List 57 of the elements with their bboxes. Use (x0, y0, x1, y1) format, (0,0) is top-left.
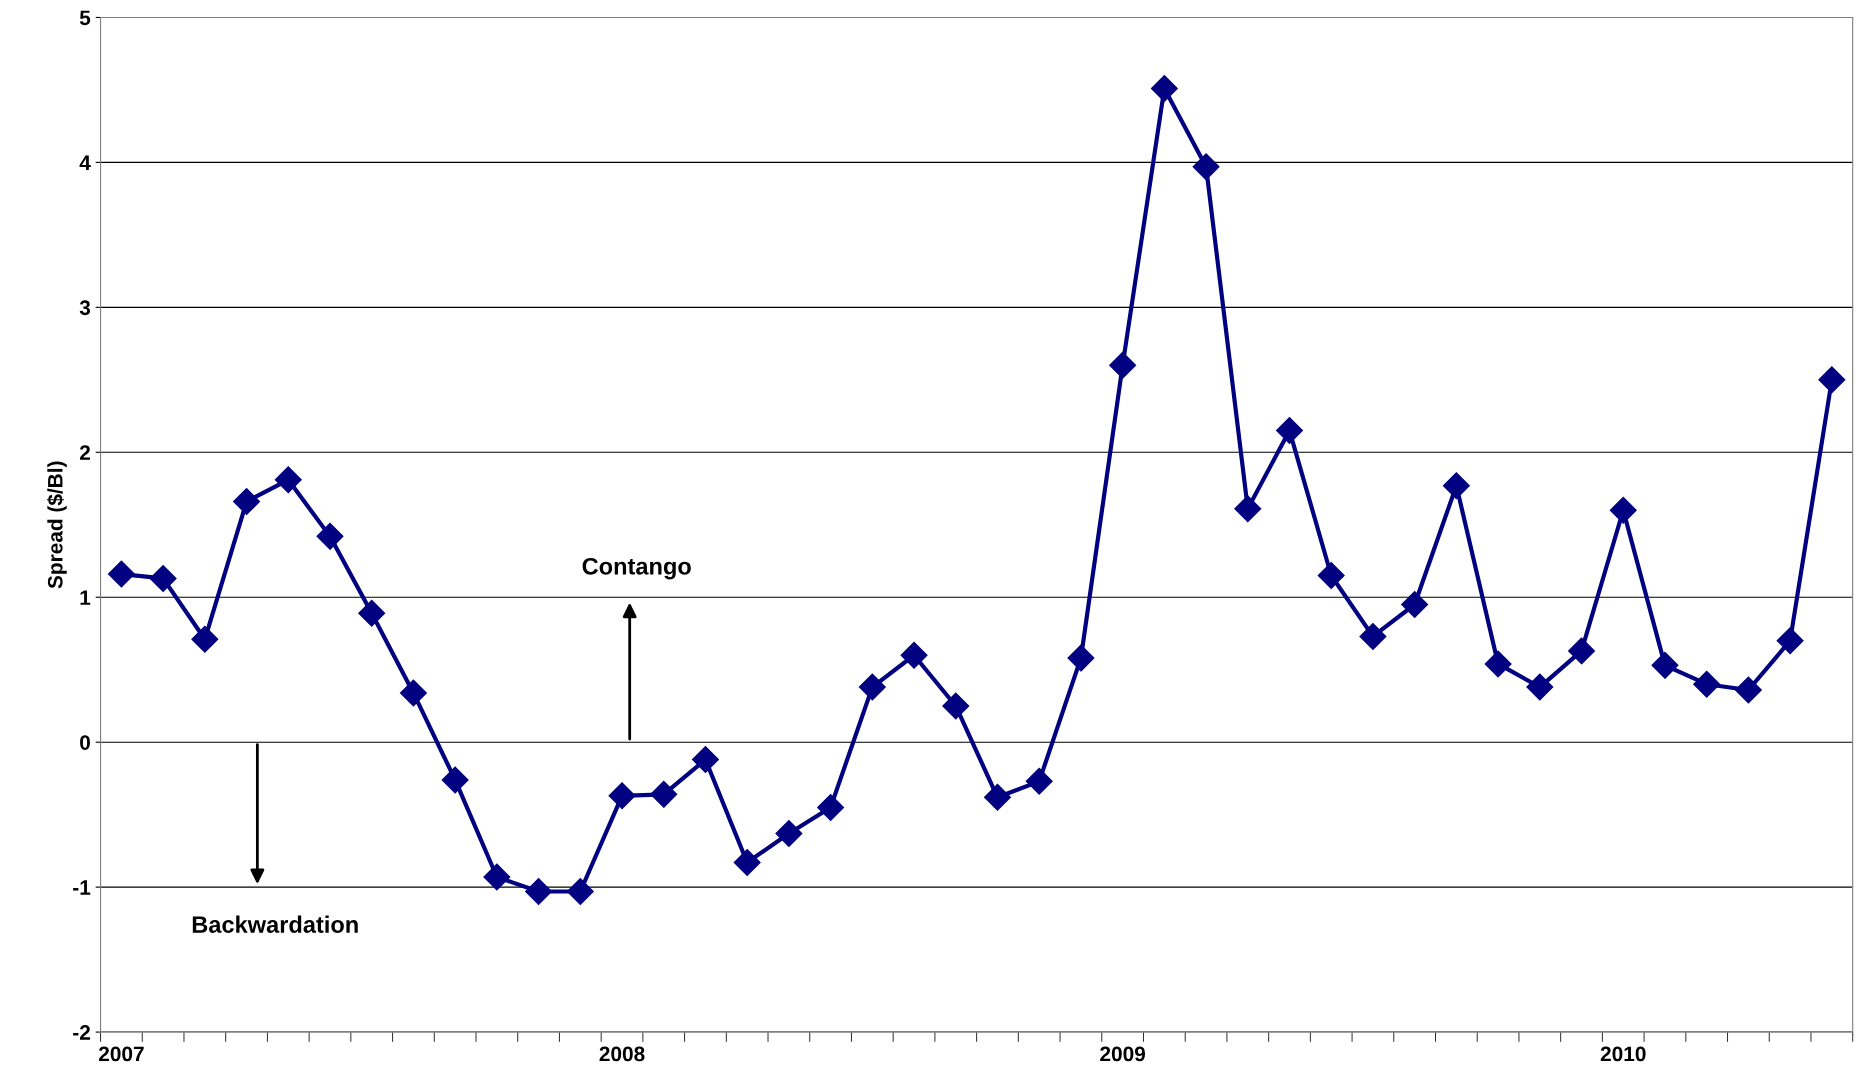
point (1609, 496, 1637, 524)
point (608, 782, 636, 810)
point (1776, 627, 1804, 655)
point (984, 783, 1011, 811)
point (566, 878, 594, 905)
point (775, 820, 803, 847)
point (1526, 673, 1554, 701)
point (1025, 767, 1053, 795)
point (650, 780, 678, 808)
point (525, 878, 553, 905)
point (1442, 472, 1470, 500)
point (733, 849, 761, 876)
point (1484, 650, 1512, 678)
y-tick-label: -1 (73, 880, 91, 895)
point (1734, 676, 1762, 704)
annotation: Contango (582, 557, 691, 580)
y-axis-title: Spread ($/Bl) (46, 461, 67, 589)
point (483, 863, 511, 891)
x-tick-label: 2008 (599, 1046, 645, 1062)
point (1234, 495, 1262, 523)
y-tick-label: 2 (79, 445, 90, 460)
y-tick-label: 1 (80, 590, 91, 605)
point (942, 692, 970, 720)
y-tick-label: 3 (79, 300, 91, 316)
y-tick-label: 4 (79, 155, 91, 170)
point (149, 564, 177, 592)
point (1651, 651, 1679, 679)
point (107, 560, 135, 588)
x-tick-label: 2007 (98, 1046, 144, 1062)
point (316, 522, 344, 550)
point (1359, 622, 1387, 650)
point (1401, 591, 1429, 618)
point (691, 746, 719, 774)
point (1192, 153, 1220, 181)
point (1276, 417, 1303, 445)
point (1109, 351, 1137, 379)
point (1568, 637, 1595, 665)
point (1693, 670, 1721, 698)
point (1317, 562, 1345, 589)
point (358, 599, 386, 627)
point (900, 641, 928, 669)
y-tick-label: 0 (80, 735, 90, 750)
y-tick-label: -2 (73, 1025, 90, 1040)
point (858, 673, 886, 701)
point (817, 793, 845, 821)
x-tick-label: 2009 (1100, 1046, 1146, 1062)
x-tick-label: 2010 (1600, 1046, 1646, 1062)
point (441, 766, 469, 794)
y-tick-label: 5 (79, 10, 91, 26)
point (274, 466, 302, 494)
annotation: Backwardation (192, 915, 358, 933)
point (1818, 366, 1846, 394)
point (233, 488, 261, 516)
point (1150, 75, 1178, 102)
point (1067, 644, 1095, 672)
point (191, 625, 219, 653)
point (399, 679, 427, 707)
